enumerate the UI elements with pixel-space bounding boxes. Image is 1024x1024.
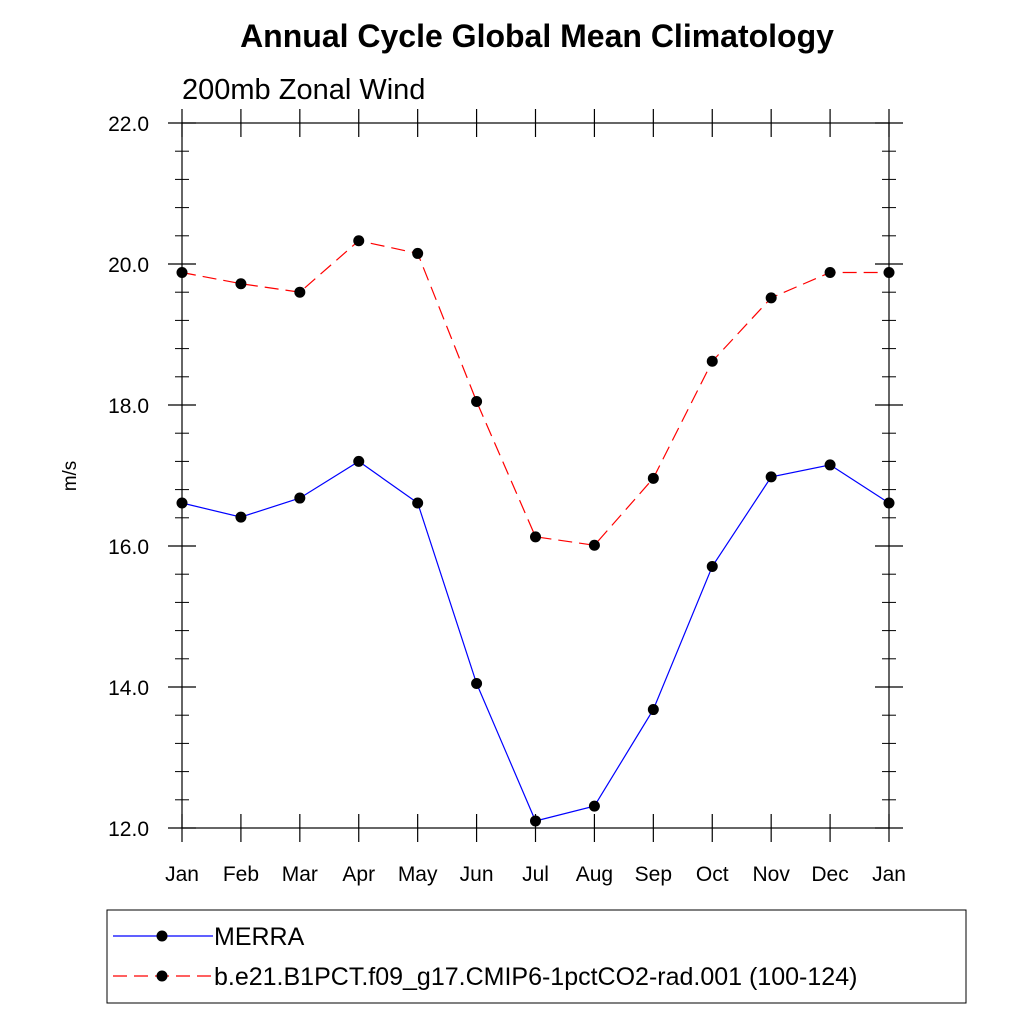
series-2-point xyxy=(824,266,836,278)
series-1-point xyxy=(883,497,895,509)
series-2-point xyxy=(706,355,718,367)
series-1-point xyxy=(412,497,424,509)
legend-box xyxy=(106,909,967,1004)
series-1-point xyxy=(824,459,836,471)
x-tick-label: Jul xyxy=(522,863,549,886)
y-tick-label: 14.0 xyxy=(108,677,149,700)
series-1-point xyxy=(530,815,541,827)
legend-marker-1 xyxy=(156,930,168,942)
series-2-point xyxy=(412,247,424,259)
series-2-point xyxy=(530,531,541,543)
series-1-point xyxy=(176,497,188,509)
series-layer xyxy=(176,235,895,827)
series-line-1 xyxy=(181,460,890,822)
y-tick-label: 20.0 xyxy=(108,254,149,277)
y-tick-label: 22.0 xyxy=(108,113,149,136)
series-2-point xyxy=(294,286,306,298)
series-2-point xyxy=(176,266,188,278)
x-tick-label: Mar xyxy=(282,863,318,886)
y-tick-label: 16.0 xyxy=(108,536,149,559)
x-tick-label: May xyxy=(398,863,438,886)
series-1-point xyxy=(765,471,777,483)
series-1-point xyxy=(588,800,600,812)
legend-label-2: b.e21.B1PCT.f09_g17.CMIP6-1pctCO2-rad.00… xyxy=(214,963,857,991)
series-1-point xyxy=(647,704,659,716)
legend-marker-2 xyxy=(156,970,168,982)
series-2-point xyxy=(647,472,659,484)
series-2-point xyxy=(588,539,600,551)
chart-title: Annual Cycle Global Mean Climatology xyxy=(240,18,834,54)
y-tick-label: 12.0 xyxy=(108,818,149,841)
chart-subtitle: 200mb Zonal Wind xyxy=(182,74,425,106)
x-tick-label: Oct xyxy=(696,863,729,886)
x-tick-label: Jan xyxy=(872,863,906,886)
y-axis-label: m/s xyxy=(60,461,81,492)
x-tick-label: Feb xyxy=(223,863,259,886)
series-2-point xyxy=(235,278,247,290)
x-tick-label: Jun xyxy=(460,863,494,886)
series-1-point xyxy=(294,492,306,504)
series-1-point xyxy=(706,560,718,572)
plot-frame xyxy=(181,122,890,829)
legend-label-1: MERRA xyxy=(214,923,305,951)
legend: MERRA b.e21.B1PCT.f09_g17.CMIP6-1pctCO2-r… xyxy=(106,909,967,1004)
y-tick-label: 18.0 xyxy=(108,395,149,418)
x-tick-label: Jan xyxy=(165,863,199,886)
series-2-point xyxy=(471,395,483,407)
series-2-point xyxy=(765,292,777,304)
plot-axes: 12.0 14.0 16.0 18.0 20.0 22.0 Jan Feb Mar Apr May J… xyxy=(108,109,906,886)
series-1-point xyxy=(471,677,483,689)
x-tick-label: Dec xyxy=(811,863,848,886)
x-tick-label: Sep xyxy=(635,863,672,886)
series-line-2 xyxy=(181,240,889,546)
series-2-point xyxy=(883,266,895,278)
series-1-point xyxy=(353,455,365,467)
series-2-point xyxy=(353,235,365,247)
x-tick-label: Apr xyxy=(342,863,375,886)
series-1-point xyxy=(235,511,247,523)
x-tick-label: Aug xyxy=(576,863,613,886)
x-tick-label: Nov xyxy=(752,863,790,886)
